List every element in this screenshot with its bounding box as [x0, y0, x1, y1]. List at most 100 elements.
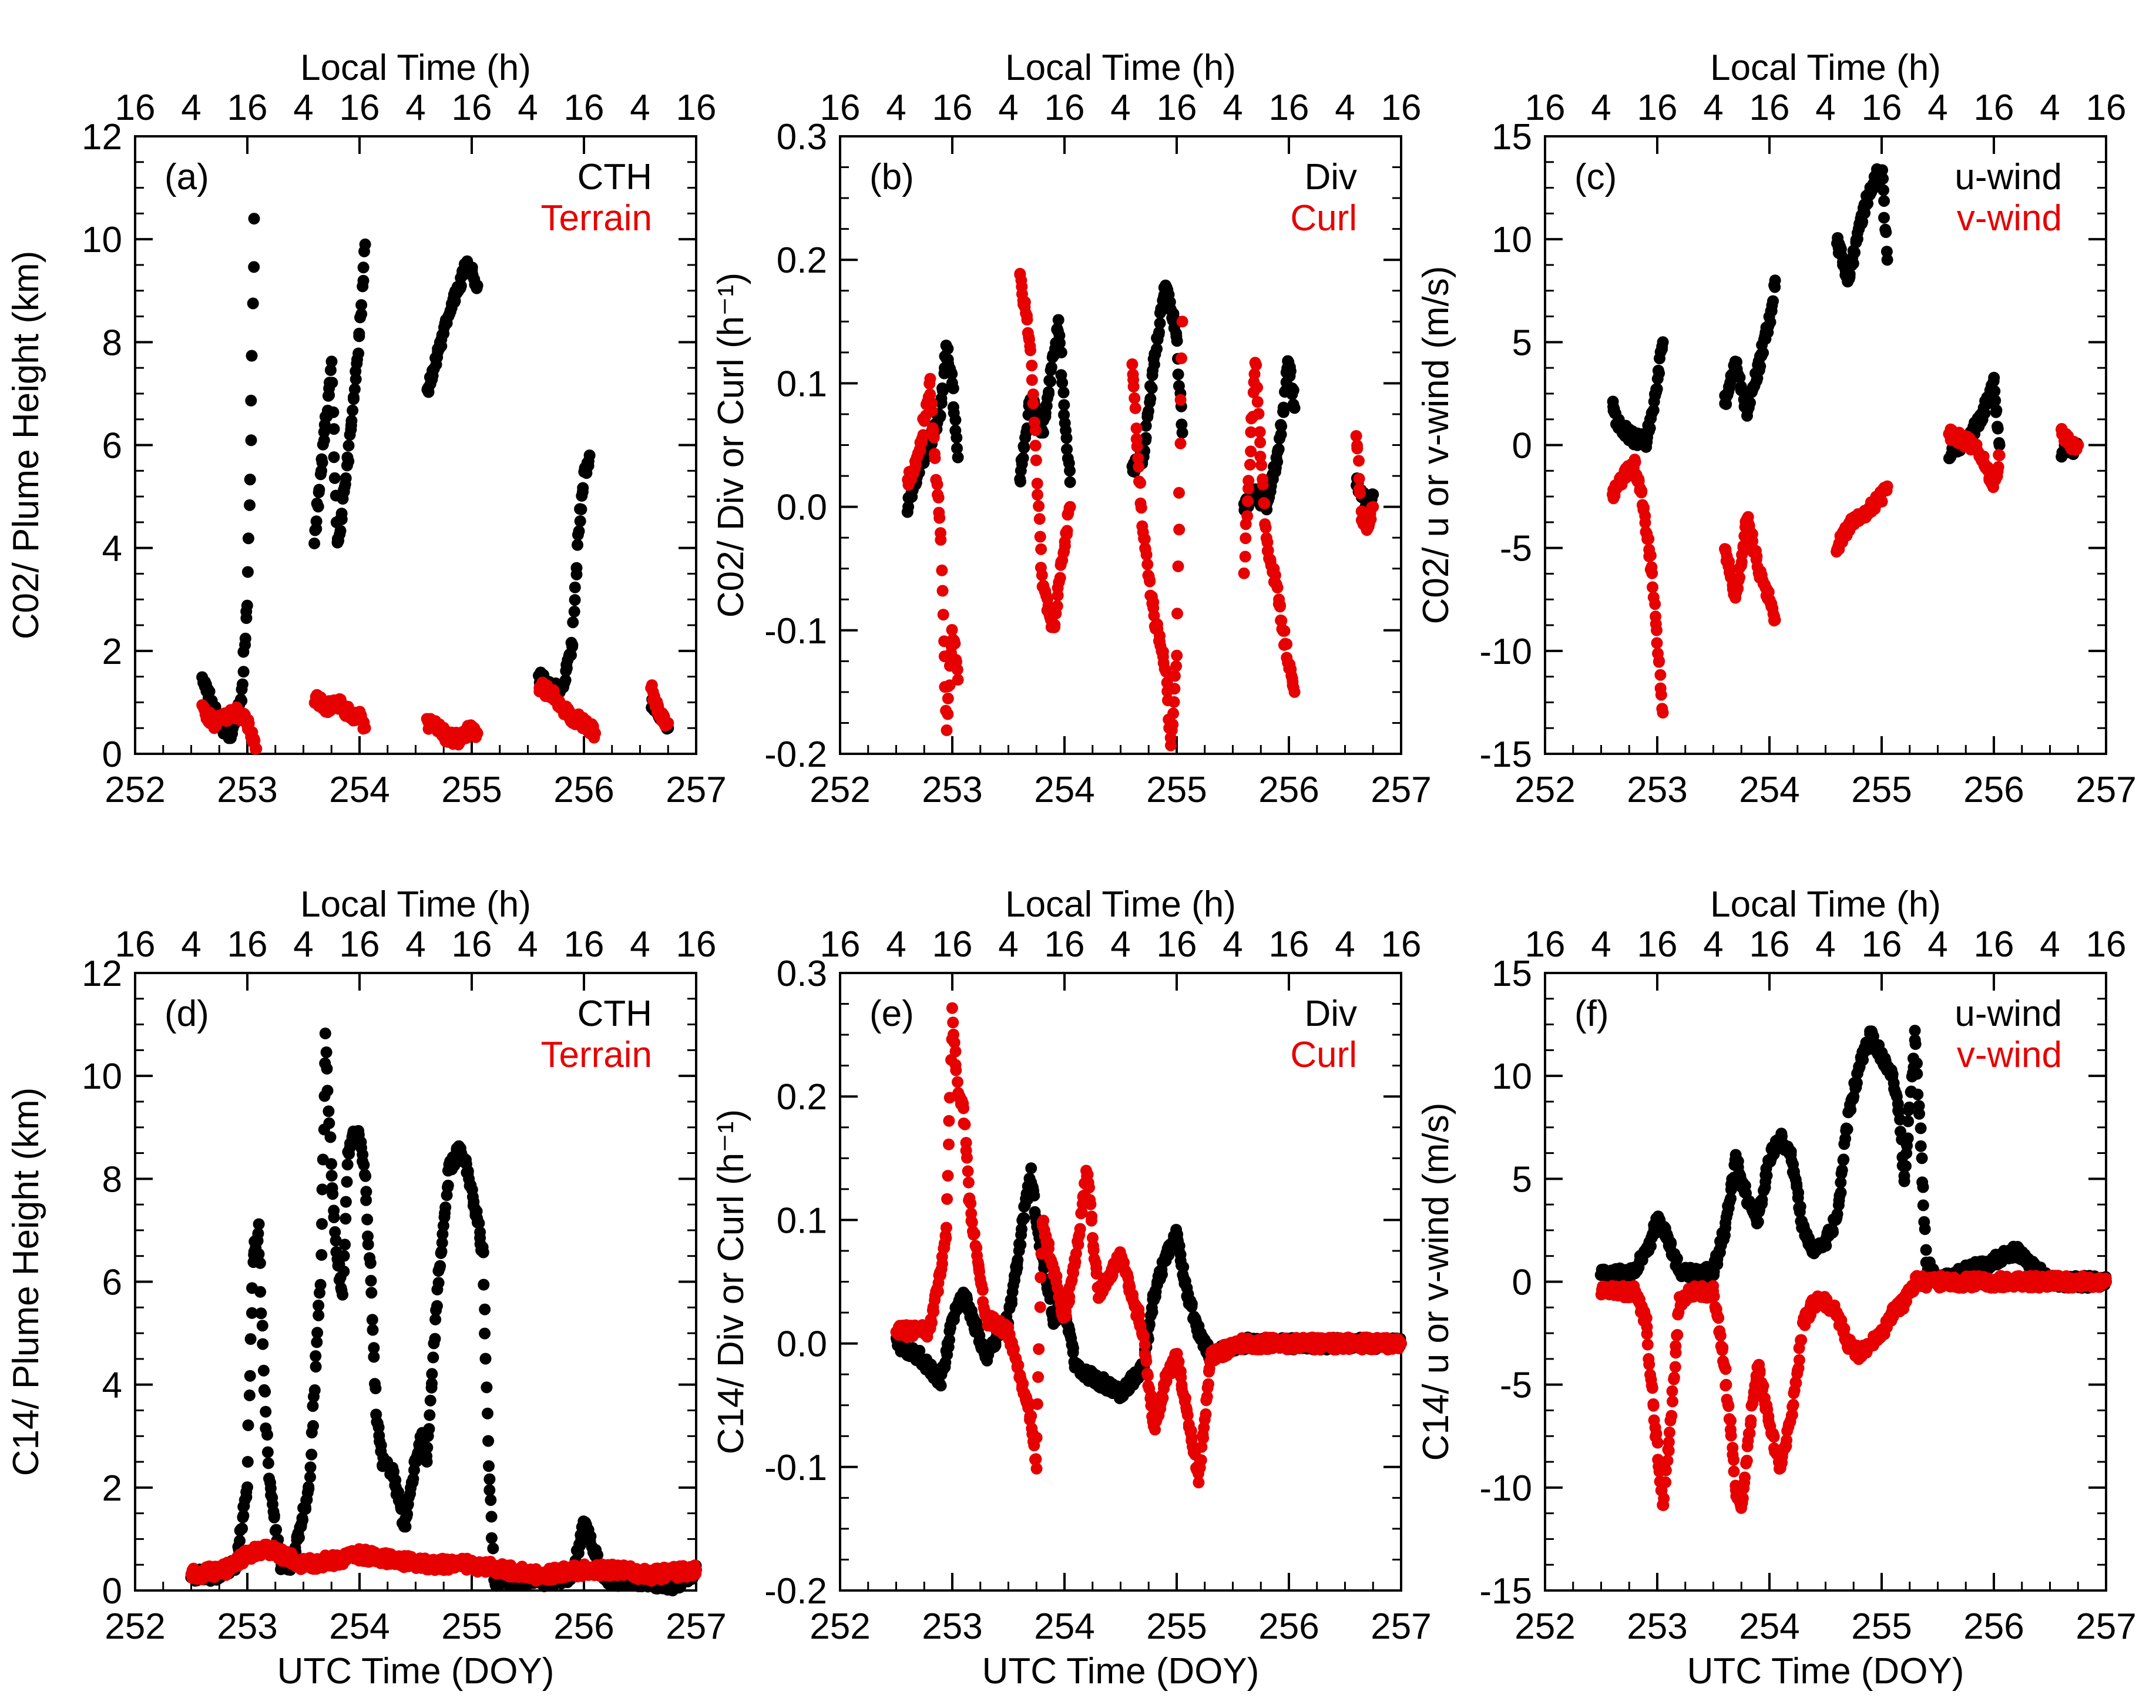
local-time-tick-label-b: 16	[1269, 88, 1309, 128]
local-time-tick-label-d: 4	[630, 924, 650, 965]
data-point	[585, 1530, 597, 1542]
legend-entry-b: Div	[1304, 157, 1357, 197]
legend-entry-d: CTH	[577, 994, 652, 1034]
data-point	[935, 533, 947, 546]
data-point	[370, 1382, 382, 1394]
data-point	[245, 394, 257, 407]
data-point	[1140, 549, 1153, 561]
y-tick-label-c: 5	[1512, 323, 1532, 363]
data-point	[962, 1165, 974, 1177]
local-time-tick-label-b: 4	[1110, 88, 1130, 128]
local-time-tick-label-e: 16	[820, 924, 861, 965]
local-time-tick-label-e: 16	[1045, 924, 1085, 965]
data-point	[270, 1524, 283, 1536]
data-point	[1132, 452, 1144, 464]
data-point	[327, 406, 340, 418]
data-point	[942, 1170, 954, 1182]
data-point	[1241, 510, 1254, 522]
data-point	[364, 1257, 377, 1269]
legend-entry-d: Terrain	[540, 1035, 652, 1075]
data-point	[951, 442, 963, 455]
data-point	[355, 308, 368, 320]
local-time-tick-label-c: 4	[1703, 88, 1723, 128]
y-tick-label-a: 2	[102, 632, 122, 672]
data-point	[342, 455, 355, 467]
data-point	[1057, 387, 1070, 398]
data-point	[946, 1002, 958, 1014]
panel-label-d: (d)	[164, 994, 209, 1034]
data-point	[1651, 637, 1663, 649]
data-point	[1657, 706, 1669, 719]
data-point	[1367, 488, 1379, 501]
local-time-tick-label-d: 16	[564, 924, 605, 965]
data-point	[485, 1494, 497, 1506]
data-point	[1140, 1355, 1153, 1367]
x-tick-label-d: 252	[105, 1606, 165, 1647]
data-point	[1992, 461, 2004, 473]
local-time-tick-label-c: 4	[2040, 88, 2060, 128]
y-tick-label-c: -10	[1479, 632, 1532, 672]
data-point	[1173, 524, 1186, 536]
bottom-axis-title-e: UTC Time (DOY)	[982, 1651, 1260, 1692]
data-point	[485, 1532, 498, 1544]
data-point	[307, 1420, 319, 1432]
data-point	[308, 537, 321, 549]
data-point	[1644, 549, 1657, 562]
data-point	[1751, 550, 1763, 562]
data-point	[1238, 567, 1250, 579]
data-point	[690, 1564, 702, 1576]
data-point	[1054, 572, 1066, 584]
data-point	[1045, 375, 1057, 388]
data-point	[568, 605, 580, 618]
local-time-tick-label-e: 16	[1381, 924, 1422, 965]
data-point	[1141, 558, 1154, 571]
data-point	[902, 501, 915, 513]
series-c-v-wind	[1607, 422, 2084, 719]
local-time-tick-label-b: 4	[1223, 88, 1242, 128]
y-tick-label-e: 0.1	[777, 1200, 827, 1241]
data-point	[304, 1461, 317, 1474]
data-point	[962, 1176, 975, 1189]
data-point	[1354, 487, 1366, 499]
data-point	[1083, 1182, 1095, 1194]
data-point	[1281, 638, 1293, 650]
data-point	[1033, 500, 1045, 512]
data-point	[1254, 451, 1267, 462]
data-point	[347, 404, 359, 417]
data-point	[239, 632, 251, 645]
data-point	[572, 539, 583, 551]
local-time-tick-label-a: 16	[227, 88, 268, 128]
x-tick-label-e: 256	[1258, 1606, 1319, 1647]
data-point	[1240, 532, 1252, 545]
local-time-tick-label-c: 16	[1862, 88, 1902, 128]
data-point	[1142, 1370, 1154, 1382]
data-point	[1657, 336, 1669, 348]
data-point	[1744, 397, 1756, 409]
data-point	[323, 1117, 335, 1129]
data-point	[1052, 314, 1064, 326]
data-point	[1646, 567, 1658, 579]
data-point	[1148, 358, 1160, 371]
data-point	[1353, 472, 1365, 485]
data-point	[569, 594, 581, 606]
data-point	[348, 393, 360, 405]
data-point	[1058, 399, 1070, 411]
data-point	[1979, 407, 1991, 420]
data-point	[559, 674, 572, 686]
data-point	[1060, 1310, 1072, 1323]
y-axis-label-b: C02/ Div or Curl (h⁻¹)	[711, 273, 751, 618]
data-point	[1030, 454, 1042, 467]
top-axis-title-a: Local Time (h)	[300, 48, 531, 88]
series-b-curl	[902, 267, 1379, 751]
data-point	[357, 274, 370, 287]
data-point	[1027, 397, 1039, 410]
data-point	[311, 1327, 324, 1339]
data-point	[318, 434, 330, 447]
y-axis-label-e: C14/ Div or Curl (h⁻¹)	[711, 1109, 751, 1454]
data-point	[1160, 666, 1172, 678]
local-time-tick-label-b: 4	[998, 88, 1018, 128]
data-point	[1032, 489, 1043, 501]
data-point	[1639, 516, 1651, 529]
